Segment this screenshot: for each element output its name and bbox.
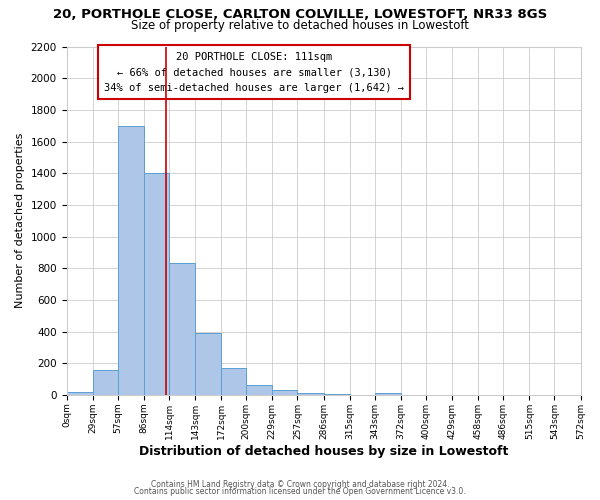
Text: Contains HM Land Registry data © Crown copyright and database right 2024.: Contains HM Land Registry data © Crown c… <box>151 480 449 489</box>
Bar <box>67 392 92 395</box>
Bar <box>118 126 144 395</box>
Bar <box>272 390 298 395</box>
Y-axis label: Number of detached properties: Number of detached properties <box>15 133 25 308</box>
Bar <box>323 394 350 395</box>
Bar <box>92 370 118 395</box>
Bar <box>221 368 246 395</box>
X-axis label: Distribution of detached houses by size in Lowestoft: Distribution of detached houses by size … <box>139 444 508 458</box>
Bar <box>298 393 323 395</box>
Bar <box>169 264 195 395</box>
Text: Contains public sector information licensed under the Open Government Licence v3: Contains public sector information licen… <box>134 487 466 496</box>
Bar <box>144 173 169 395</box>
Bar <box>375 393 401 395</box>
Bar <box>246 384 272 395</box>
Bar <box>195 333 221 395</box>
Text: 20, PORTHOLE CLOSE, CARLTON COLVILLE, LOWESTOFT, NR33 8GS: 20, PORTHOLE CLOSE, CARLTON COLVILLE, LO… <box>53 8 547 20</box>
Text: 20 PORTHOLE CLOSE: 111sqm
← 66% of detached houses are smaller (3,130)
34% of se: 20 PORTHOLE CLOSE: 111sqm ← 66% of detac… <box>104 52 404 93</box>
Text: Size of property relative to detached houses in Lowestoft: Size of property relative to detached ho… <box>131 18 469 32</box>
